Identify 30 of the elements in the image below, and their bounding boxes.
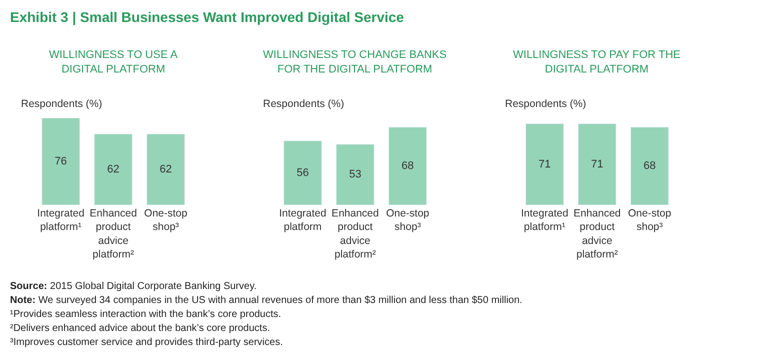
x-tick-label: One-stop shop³	[628, 208, 672, 234]
data-label: 76	[54, 156, 67, 168]
x-tick-label: Integrated platform¹	[37, 208, 85, 234]
data-label: 71	[538, 158, 551, 170]
text: ¹Provides seamless interaction with the bank’s core products.	[10, 309, 282, 320]
data-label: 71	[590, 158, 604, 170]
data-label: 53	[349, 168, 362, 181]
data-label: 62	[107, 164, 120, 176]
x-tick-label: Integrated platform¹	[520, 208, 568, 234]
source-note: Source: 2015 Global Digital Corporate Banking Survey.	[10, 281, 257, 292]
data-label: 62	[160, 164, 172, 176]
y-axis-title: Respondents (%)	[21, 98, 102, 110]
chart-title: WILLINGNESS TO USE A DIGITAL PLATFORM	[49, 49, 178, 76]
text: Note: We surveyed 34 companies in the US with annual revenues of more than $3 million and less than $50 million.	[10, 295, 522, 306]
chart-title: WILLINGNESS TO PAY FOR THE DIGITAL PLATFORM	[513, 49, 680, 76]
y-axis-title: Respondents (%)	[263, 98, 344, 110]
x-tick-label: One-stop shop³	[144, 208, 188, 234]
text: ²Delivers enhanced advice about the bank’s core products.	[10, 323, 270, 334]
data-label: 68	[402, 160, 414, 172]
x-tick-label: Enhanced product advice platform²	[332, 208, 380, 260]
data-label: 56	[296, 166, 309, 179]
x-tick-label: Enhanced product advice platform²	[573, 208, 621, 260]
text: ³Improves customer service and provides third-party services.	[10, 337, 283, 348]
data-label: 68	[643, 160, 656, 172]
x-tick-label: Integrated platform	[279, 208, 327, 234]
text: Exhibit 3 | Small Businesses Want Improved Digital Service	[10, 9, 404, 26]
chart-title: WILLINGNESS TO CHANGE BANKS FOR THE DIGITAL PLATFORM	[263, 49, 447, 76]
y-axis-title: Respondents (%)	[505, 98, 586, 110]
x-tick-label: One-stop shop³	[386, 208, 430, 234]
x-tick-label: Enhanced product advice platform²	[90, 208, 138, 260]
